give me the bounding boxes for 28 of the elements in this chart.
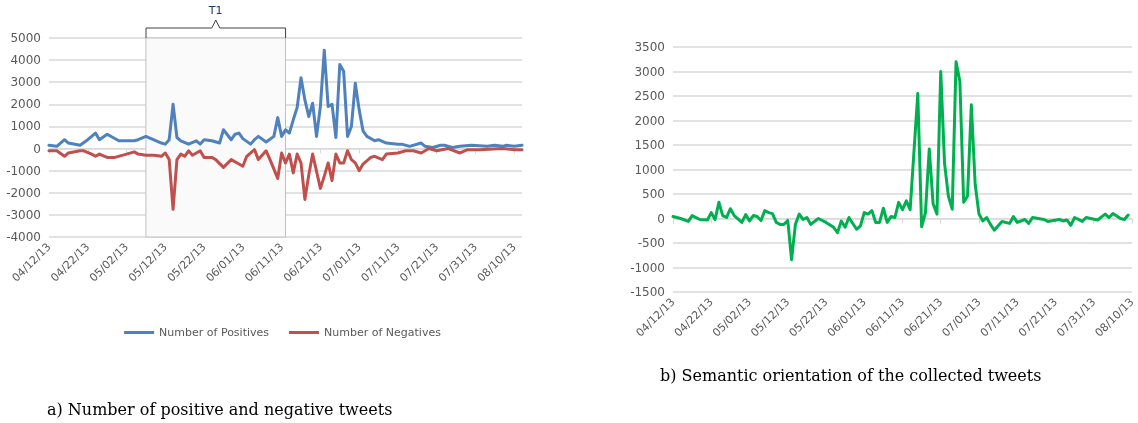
y-tick-label: -500	[637, 236, 665, 250]
y-tick-label: 1000	[10, 119, 41, 134]
y-tick-label: -1000	[630, 260, 665, 275]
y-tick-label: 1000	[634, 162, 665, 177]
y-tick-label: 0	[657, 211, 665, 226]
y-tick-label: 3000	[10, 75, 41, 90]
y-tick-label: 3500	[634, 40, 665, 54]
y-tick-label: 5000	[10, 31, 41, 45]
y-tick-label: 3000	[634, 64, 665, 79]
y-tick-label: 2500	[634, 89, 665, 103]
y-tick-label: -1000	[6, 163, 41, 178]
y-tick-label: 2000	[634, 113, 665, 128]
text: b) Semantic orientation of the collected tweets	[660, 365, 1042, 385]
y-tick-label: -2000	[6, 185, 41, 200]
line-series	[671, 60, 1130, 262]
text: a) Number of positive and negative tweets	[47, 399, 393, 419]
y-tick-label: -4000	[6, 230, 41, 244]
y-tick-label: 4000	[10, 53, 41, 68]
y-tick-label: 0	[33, 141, 41, 156]
y-tick-label: 500	[642, 187, 665, 201]
legend-label: Number of Positives	[159, 326, 270, 339]
y-tick-label: -1500	[630, 285, 665, 299]
legend-label: Number of Negatives	[324, 326, 442, 339]
y-tick-label: 1500	[634, 138, 665, 152]
band-label: T1	[207, 3, 223, 17]
y-tick-label: -3000	[6, 207, 41, 222]
y-tick-label: 2000	[10, 97, 41, 112]
line-series	[47, 147, 524, 211]
